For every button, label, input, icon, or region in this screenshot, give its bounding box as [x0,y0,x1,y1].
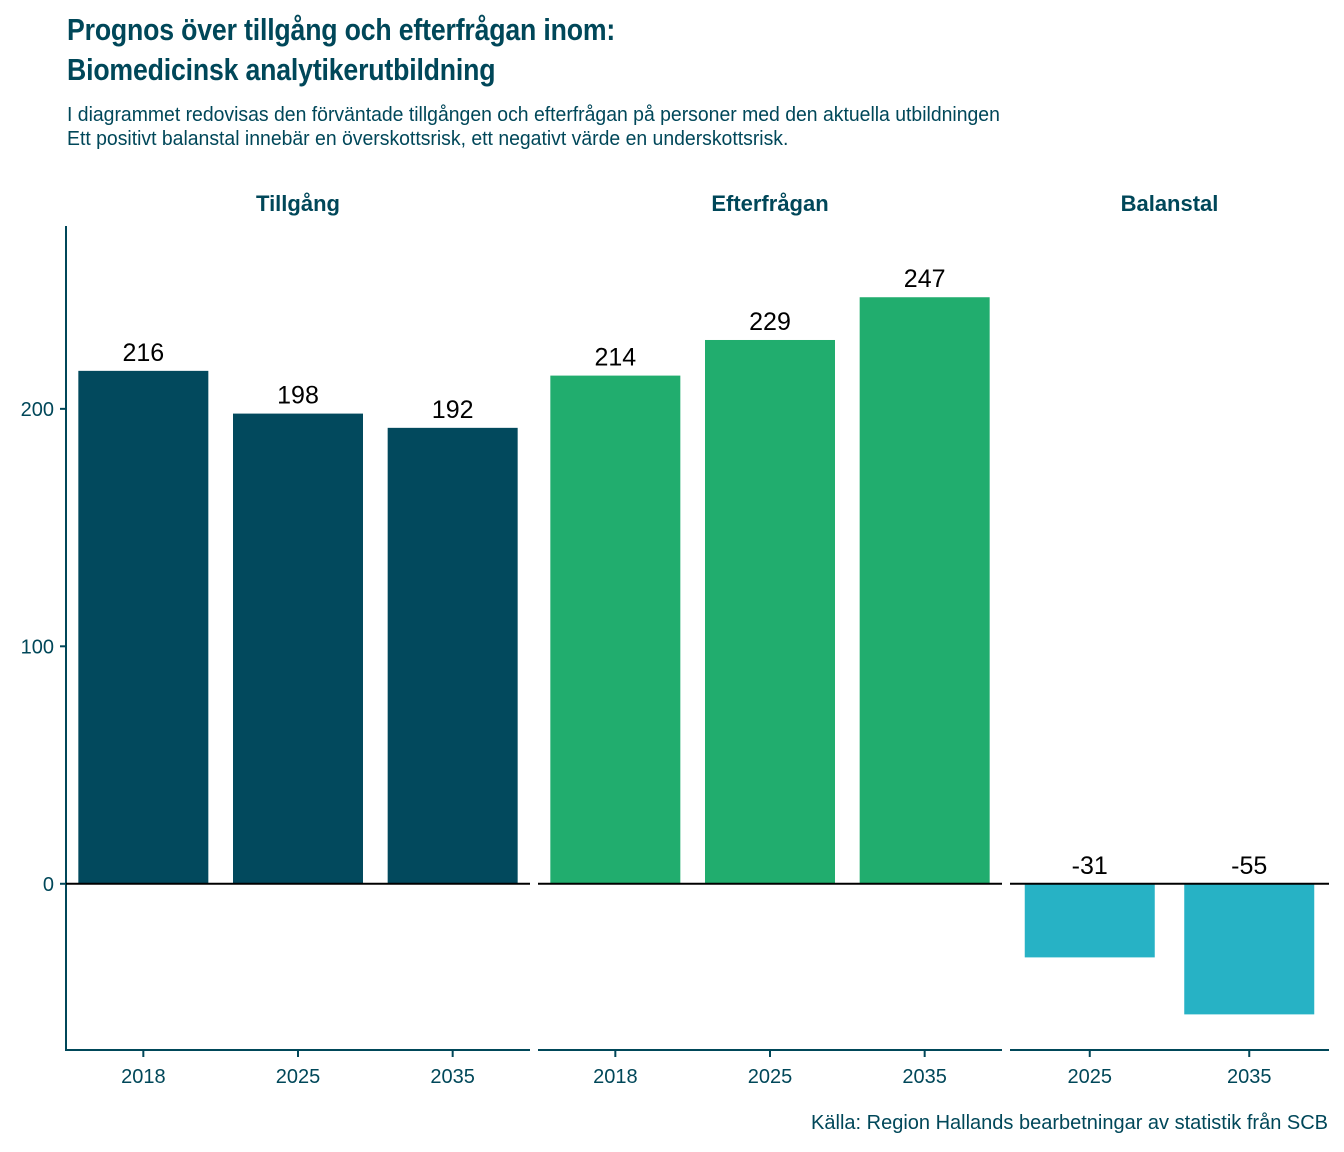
data-label: 198 [277,382,319,410]
facet-balanstal: Balanstal -31 2025 -55 2035 [1010,191,1329,1088]
chart-title: Prognos över tillgång och efterfrågan in… [67,10,615,90]
bar [1024,883,1155,958]
source-caption: Källa: Region Hallands bearbetningar av … [811,1112,1328,1134]
chart-subtitle-line-2: Ett positivt balanstal innebär en översk… [67,128,789,150]
chart-subtitle-line-1: I diagrammet redovisas den förväntade ti… [67,104,1000,126]
data-label: 192 [432,396,474,424]
chart-title-line-1: Prognos över tillgång och efterfrågan in… [67,12,616,47]
x-tick-label: 2018 [593,1066,638,1088]
x-tick-label: 2035 [902,1066,947,1088]
y-tick-label: 200 [21,399,54,421]
x-tick-label: 2025 [276,1066,321,1088]
facet-tillgng: Tillgång 216 2018 198 2025 192 2035 [66,191,530,1088]
x-tick-label: 2035 [430,1066,475,1088]
bar [78,370,209,884]
chart-title-line-2: Biomedicinsk analytikerutbildning [67,52,496,87]
bar [387,427,518,884]
bar [1184,883,1315,1015]
x-tick-label: 2018 [121,1066,166,1088]
x-tick-label: 2035 [1227,1066,1272,1088]
bar [233,413,363,884]
facet-title: Tillgång [256,191,340,216]
bar [859,297,990,884]
facet-title: Balanstal [1121,191,1219,216]
data-label: 247 [904,265,946,293]
bar [705,339,835,884]
x-tick-label: 2025 [748,1066,793,1088]
data-label: 216 [122,339,164,367]
facet-efterfrgan: Efterfrågan 214 2018 229 2025 247 2035 [538,191,1002,1088]
data-label: -55 [1231,852,1267,880]
y-tick-label: 0 [43,874,54,896]
chart-subtitle: I diagrammet redovisas den förväntade ti… [67,103,1000,151]
bar [550,375,681,884]
data-label: -31 [1072,852,1108,880]
data-label: 229 [749,308,791,336]
y-tick-label: 100 [21,636,54,658]
x-tick-label: 2025 [1068,1066,1113,1088]
data-label: 214 [594,344,636,372]
facet-title: Efterfrågan [711,191,828,216]
